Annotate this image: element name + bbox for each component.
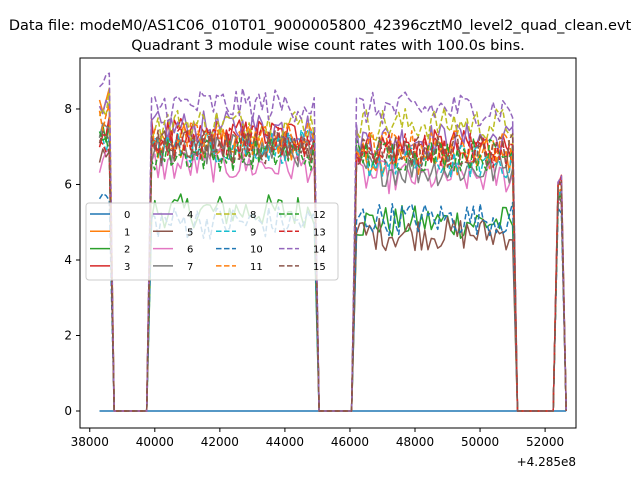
y-tick-label: 2: [64, 329, 72, 343]
x-tick-label: 48000: [396, 435, 434, 449]
legend-label-13: 13: [313, 227, 326, 238]
legend-label-2: 2: [124, 245, 130, 256]
legend-label-1: 1: [124, 227, 130, 238]
legend-label-12: 12: [313, 210, 326, 221]
legend-label-11: 11: [250, 262, 263, 273]
x-tick-label: 52000: [526, 435, 564, 449]
legend-label-6: 6: [187, 245, 193, 256]
x-offset-label: +4.285e8: [517, 455, 576, 469]
x-axis: 38000 40000 42000 44000 46000 48000 50000 52000: [71, 428, 564, 449]
legend-label-3: 3: [124, 262, 130, 273]
legend-label-7: 7: [187, 262, 193, 273]
legend-label-15: 15: [313, 262, 326, 273]
y-tick-label: 0: [64, 404, 72, 418]
series-line-15: [98, 129, 567, 412]
axes-title: Quadrant 3 module wise count rates with …: [131, 38, 525, 54]
y-tick-label: 4: [64, 253, 72, 267]
legend-label-14: 14: [313, 245, 326, 256]
legend-label-5: 5: [187, 227, 193, 238]
x-tick-label: 42000: [201, 435, 239, 449]
legend-label-0: 0: [124, 210, 130, 221]
legend-box: [85, 202, 339, 281]
axes-frame: [79, 57, 577, 429]
y-axis: 0 2 4 6 8: [64, 102, 80, 418]
series-line-10: [98, 192, 567, 412]
y-tick-label: 8: [64, 102, 72, 116]
x-tick-label: 50000: [461, 435, 499, 449]
x-tick-label: 46000: [331, 435, 369, 449]
legend-label-8: 8: [250, 210, 256, 221]
legend-label-9: 9: [250, 227, 256, 238]
legend-label-10: 10: [250, 245, 263, 256]
figure-suptitle: Data file: modeM0/AS1C06_010T01_90000058…: [9, 18, 632, 34]
series-line-12: [98, 131, 567, 412]
x-tick-label: 40000: [136, 435, 174, 449]
series-line-14: [98, 72, 567, 412]
legend-label-4: 4: [187, 210, 193, 221]
y-tick-label: 6: [64, 177, 72, 191]
x-tick-label: 38000: [71, 435, 109, 449]
x-tick-label: 44000: [266, 435, 304, 449]
